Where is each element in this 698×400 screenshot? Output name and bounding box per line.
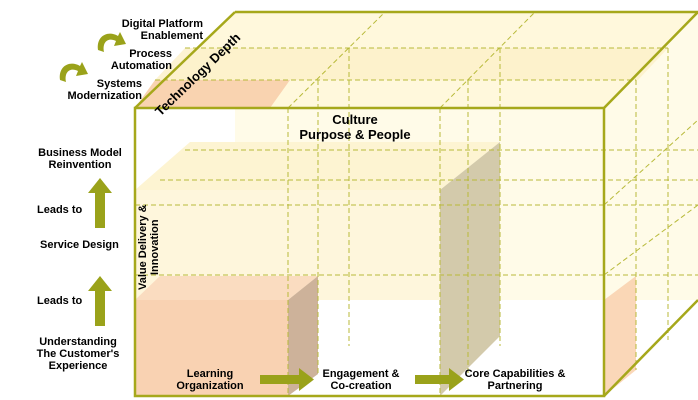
tech-level-systems-modernization: Systems Modernization bbox=[30, 78, 142, 102]
capability-core-capabilities-partnering: Core Capabilities & Partnering bbox=[456, 368, 574, 392]
capability2-line2: Co-creation bbox=[330, 380, 392, 392]
understanding-customer-experience: Understanding The Customer's Experience bbox=[28, 336, 128, 372]
tech-level-digital-platform: Digital Platform Enablement bbox=[100, 18, 203, 42]
peach-block-side bbox=[288, 276, 318, 396]
capability1-line1: Learning bbox=[186, 368, 234, 380]
tech-level1-line1: Systems bbox=[96, 78, 142, 90]
tech-level3-line2: Enablement bbox=[140, 30, 203, 42]
tech-level1-line2: Modernization bbox=[67, 90, 142, 102]
culture-line1: Culture bbox=[332, 112, 378, 127]
leads-to-upper: Leads to bbox=[37, 204, 83, 216]
culture-line2: Purpose & People bbox=[299, 127, 411, 142]
capability-engagement-cocreation: Engagement & Co-creation bbox=[313, 368, 409, 392]
capability-learning-organization: Learning Organization bbox=[165, 368, 255, 392]
leads-to-lower: Leads to bbox=[37, 295, 83, 307]
top-peach-strip bbox=[135, 80, 290, 108]
capability3-line2: Partnering bbox=[487, 380, 543, 392]
value-delivery-label: Value Delivery & Innovation bbox=[137, 204, 161, 290]
capability1-line2: Organization bbox=[176, 380, 244, 392]
tech-level3-line1: Digital Platform bbox=[121, 18, 203, 30]
value-delivery-line1: Value Delivery & bbox=[137, 204, 149, 290]
curved-arrows bbox=[59, 32, 126, 82]
top-inner-cream-band bbox=[155, 48, 668, 80]
tech-level2-line1: Process bbox=[129, 48, 172, 60]
business-model-reinvention: Business Model Reinvention bbox=[30, 147, 130, 171]
culture-label: Culture Purpose & People bbox=[290, 112, 420, 142]
right-peach-strip bbox=[604, 276, 636, 396]
up-arrows bbox=[88, 178, 112, 326]
capability2-line1: Engagement & bbox=[322, 368, 400, 380]
tech-level-process-automation: Process Automation bbox=[100, 48, 172, 72]
business-model-line2: Reinvention bbox=[48, 159, 112, 171]
inner-cream-top bbox=[135, 142, 500, 190]
tech-level2-line2: Automation bbox=[110, 60, 172, 72]
right-arrows bbox=[260, 368, 464, 391]
understanding-line1: Understanding bbox=[39, 336, 117, 348]
cube-frame bbox=[133, 10, 698, 398]
capability3-line1: Core Capabilities & bbox=[464, 368, 566, 380]
understanding-line3: Experience bbox=[48, 360, 108, 372]
service-design: Service Design bbox=[40, 239, 119, 251]
value-delivery-line2: Innovation bbox=[149, 219, 161, 275]
inner-dashed-grid bbox=[135, 11, 698, 396]
understanding-line2: The Customer's bbox=[36, 348, 120, 360]
peach-block-top bbox=[135, 276, 318, 300]
business-model-line1: Business Model bbox=[38, 147, 122, 159]
